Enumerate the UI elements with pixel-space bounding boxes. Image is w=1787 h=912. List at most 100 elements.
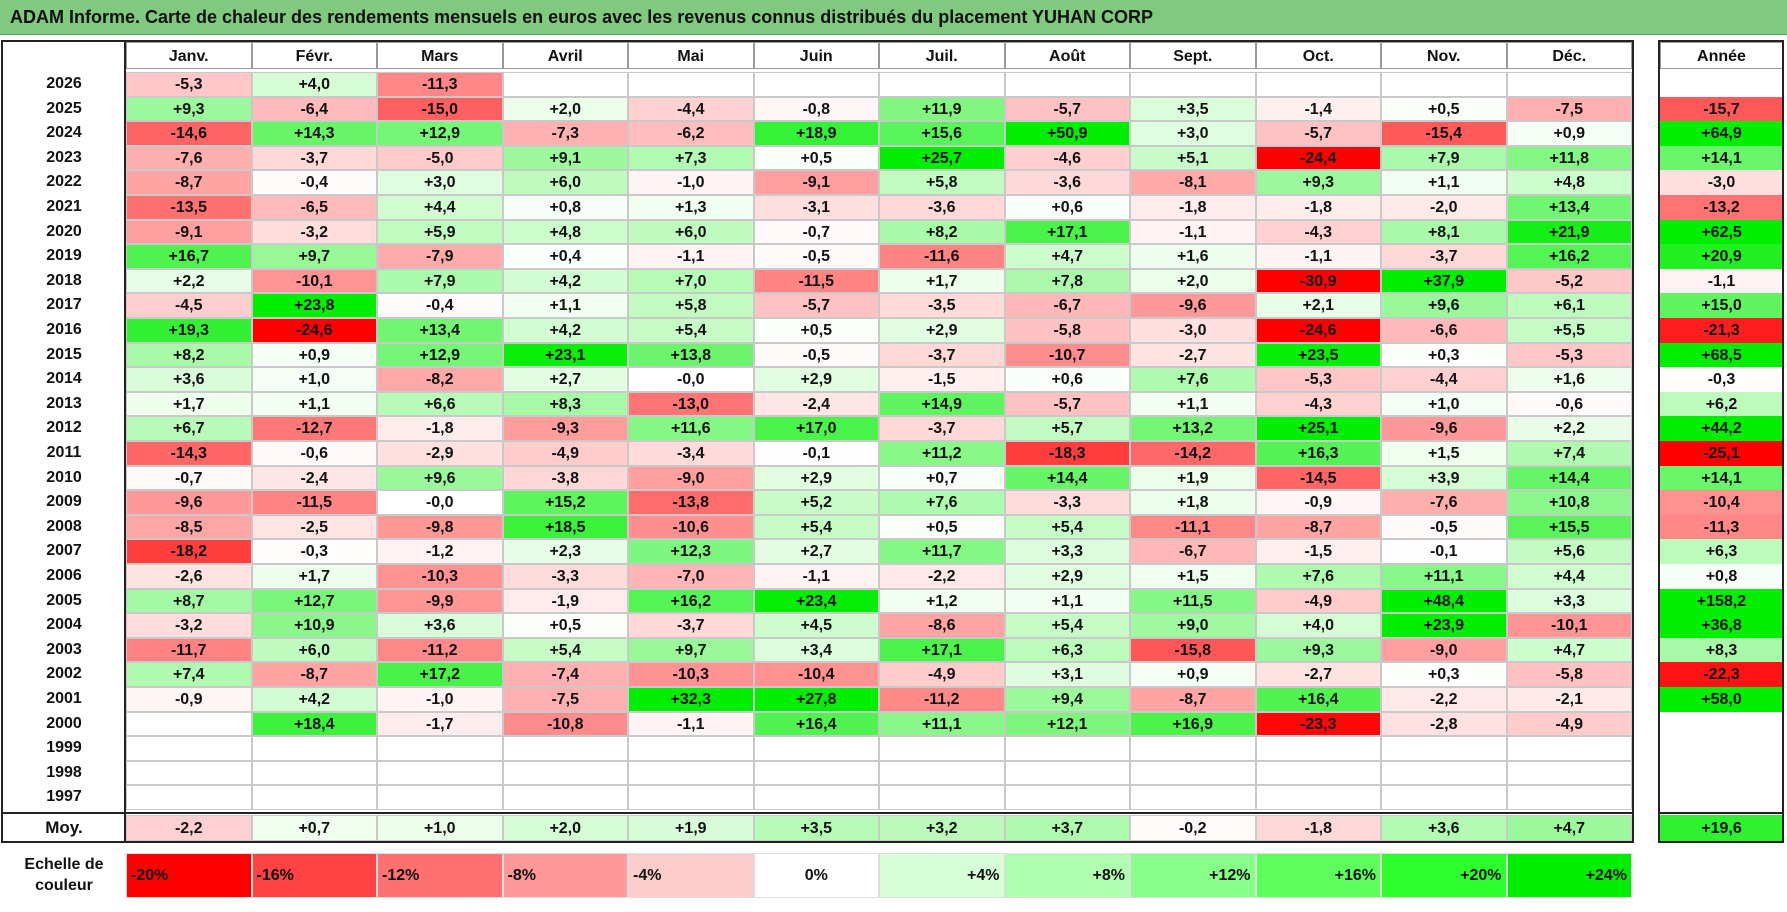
heatmap-cell: +2,1 xyxy=(1255,293,1381,318)
heatmap-cell: -1,1 xyxy=(1130,219,1256,245)
heatmap-cell: -7,5 xyxy=(1506,96,1632,122)
heatmap-cell: +9,6 xyxy=(377,465,503,491)
heatmap-cell: -23,3 xyxy=(1255,711,1381,737)
title-bar: ADAM Informe. Carte de chaleur des rende… xyxy=(0,0,1787,35)
heatmap-cell: +3,3 xyxy=(1506,588,1632,614)
year-label: 2005 xyxy=(46,591,82,609)
year-label: 2019 xyxy=(46,247,82,265)
month-header: Mars xyxy=(377,42,503,69)
average-cell: -2,2 xyxy=(126,815,252,841)
heatmap-cell: +5,9 xyxy=(377,219,503,245)
heatmap-cell: +17,1 xyxy=(879,637,1005,663)
heatmap-cell: -4,9 xyxy=(1506,711,1632,737)
heatmap-cell: -10,8 xyxy=(502,711,628,737)
annual-cell: +158,2 xyxy=(1660,588,1783,614)
average-separator xyxy=(1,812,1634,814)
heatmap-cell: +4,8 xyxy=(1506,170,1632,195)
heatmap-cell: -0,1 xyxy=(1381,539,1507,564)
heatmap-cell: +11,6 xyxy=(628,416,754,441)
heatmap-cell: +23,9 xyxy=(1381,613,1507,638)
heatmap-cell: -0,5 xyxy=(753,244,879,269)
annual-cell: -22,3 xyxy=(1660,662,1783,687)
heatmap-cell: +12,9 xyxy=(377,342,503,368)
heatmap-cell: +25,7 xyxy=(879,145,1005,171)
heatmap-cell: +3,9 xyxy=(1381,465,1507,491)
legend-swatch: -4% xyxy=(628,853,754,898)
heatmap-cell: +11,5 xyxy=(1130,588,1256,614)
heatmap-cell: -1,9 xyxy=(502,588,628,614)
heatmap-cell: -0,7 xyxy=(753,219,879,245)
heatmap-cell: +4,7 xyxy=(1004,244,1130,269)
heatmap-cell: -4,6 xyxy=(1004,145,1130,171)
legend-swatch: -20% xyxy=(126,853,252,898)
heatmap-cell: -3,7 xyxy=(628,613,754,638)
legend-swatch: -12% xyxy=(377,853,503,898)
heatmap-cell: -0,4 xyxy=(377,293,503,318)
year-label: 2013 xyxy=(46,394,82,412)
heatmap-cell: -3,3 xyxy=(1004,490,1130,515)
annual-header: Année xyxy=(1660,42,1783,69)
heatmap-cell: +4,0 xyxy=(251,72,377,97)
heatmap-cell: +5,8 xyxy=(628,293,754,318)
heatmap-cell: -11,5 xyxy=(251,490,377,515)
heatmap-cell: -5,8 xyxy=(1004,318,1130,343)
annual-cell: -10,4 xyxy=(1660,490,1783,515)
heatmap-cell: +4,4 xyxy=(377,195,503,220)
heatmap-cell xyxy=(1381,72,1507,97)
heatmap-cell xyxy=(502,760,628,786)
year-label: 2004 xyxy=(46,616,82,634)
year-label: 2007 xyxy=(46,542,82,560)
heatmap-cell xyxy=(879,785,1005,810)
heatmap-cell: -13,5 xyxy=(126,195,252,220)
heatmap-cell: +4,8 xyxy=(502,219,628,245)
heatmap-cell xyxy=(628,72,754,97)
legend-swatch: +4% xyxy=(879,853,1005,898)
heatmap-cell: +3,3 xyxy=(1004,539,1130,564)
heatmap-cell: -8,7 xyxy=(1130,687,1256,712)
year-label: 2011 xyxy=(46,444,82,461)
heatmap-cell: -2,4 xyxy=(251,465,377,491)
year-label: 2025 xyxy=(46,99,82,117)
heatmap-cell xyxy=(1381,736,1507,761)
heatmap-cell: +14,3 xyxy=(251,121,377,146)
heatmap-cell: -18,2 xyxy=(126,539,252,564)
heatmap-cell: -9,0 xyxy=(628,465,754,491)
annual-cell: -21,3 xyxy=(1660,318,1783,343)
heatmap-cell xyxy=(753,785,879,810)
annual-cell: +64,9 xyxy=(1660,121,1783,146)
heatmap-cell: -14,2 xyxy=(1130,441,1256,466)
heatmap-cell: -3,7 xyxy=(251,145,377,171)
annual-cell xyxy=(1660,736,1783,761)
heatmap-cell: -15,0 xyxy=(377,96,503,122)
heatmap-cell xyxy=(1506,760,1632,786)
heatmap-cell: +2,9 xyxy=(879,318,1005,343)
average-cell: +3,2 xyxy=(879,815,1005,841)
heatmap-cell: +9,1 xyxy=(502,145,628,171)
heatmap-cell: -2,2 xyxy=(879,564,1005,589)
heatmap-cell: -0,6 xyxy=(251,441,377,466)
heatmap-cell: +14,9 xyxy=(879,391,1005,417)
heatmap-cell: +4,0 xyxy=(1255,613,1381,638)
heatmap-cell xyxy=(1004,785,1130,810)
annual-cell xyxy=(1660,760,1783,786)
heatmap-cell: +3,0 xyxy=(1130,121,1256,146)
heatmap-cell: -2,6 xyxy=(126,564,252,589)
heatmap-cell: -15,8 xyxy=(1130,637,1256,663)
heatmap-cell: +6,0 xyxy=(628,219,754,245)
heatmap-cell: -0,9 xyxy=(126,687,252,712)
heatmap-cell: -4,3 xyxy=(1255,219,1381,245)
annual-cell: -0,3 xyxy=(1660,367,1783,392)
heatmap-cell: +5,5 xyxy=(1506,318,1632,343)
heatmap-cell: +1,1 xyxy=(1004,588,1130,614)
heatmap-cell: +3,6 xyxy=(377,613,503,638)
heatmap-cell xyxy=(1130,72,1256,97)
average-cell: -0,2 xyxy=(1130,815,1256,841)
heatmap-cell: +15,6 xyxy=(879,121,1005,146)
annual-cell: +14,1 xyxy=(1660,465,1783,491)
heatmap-cell: +8,7 xyxy=(126,588,252,614)
heatmap-cell: +7,0 xyxy=(628,268,754,294)
heatmap-cell xyxy=(753,72,879,97)
heatmap-cell xyxy=(377,736,503,761)
average-cell: +1,0 xyxy=(377,815,503,841)
heatmap-cell: +7,4 xyxy=(1506,441,1632,466)
